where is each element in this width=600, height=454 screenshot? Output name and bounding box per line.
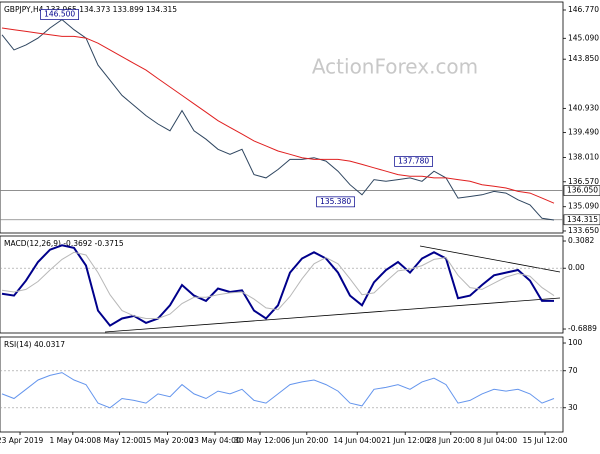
annotation-label: 137.780	[398, 156, 429, 165]
panel-title: GBPJPY,H4 133.965 134.373 133.899 134.31…	[4, 5, 177, 14]
series-line	[1, 244, 554, 327]
annotation-label: 146.500	[44, 10, 75, 19]
x-tick-label: 15 May 20:00	[142, 436, 194, 445]
y-tick-label: 100	[568, 338, 583, 347]
watermark: ActionForex.com	[312, 55, 478, 79]
x-tick-label: 28 Jun 20:00	[427, 436, 475, 445]
y-tick-label: 135.090	[568, 202, 599, 211]
y-tick-label: 138.010	[568, 153, 599, 162]
series-line	[1, 27, 555, 204]
series-line	[1, 251, 555, 319]
y-tick-label: 143.850	[568, 54, 599, 63]
annotation-box	[40, 9, 79, 20]
price-label-box	[563, 214, 600, 226]
x-tick-label: 6 Jun 20:00	[285, 436, 328, 445]
trend-line	[419, 245, 561, 273]
y-tick-label: 0.3082	[568, 236, 594, 245]
y-tick-label: 145.090	[568, 33, 599, 42]
x-tick-label: 30 May 12:00	[234, 436, 286, 445]
y-tick-label: 30	[568, 403, 578, 412]
x-tick-label: 8 Jul 04:00	[477, 436, 517, 445]
y-tick-label: -0.6889	[568, 324, 597, 333]
y-tick-label: 146.770	[568, 5, 599, 14]
x-tick-label: 14 Jun 04:00	[333, 436, 381, 445]
annotation-box	[394, 156, 433, 167]
x-tick-label: 8 May 12:00	[96, 436, 143, 445]
y-tick-label: 139.490	[568, 128, 599, 137]
y-tick-label: 136.570	[568, 177, 599, 186]
x-tick-label: 23 Apr 2019	[0, 436, 43, 445]
annotation-box	[316, 196, 355, 208]
macd-panel	[0, 235, 564, 334]
y-tick-label: 0.00	[568, 263, 585, 272]
rsi-panel	[0, 336, 564, 433]
panel-title: RSI(14) 40.0317	[4, 340, 65, 349]
trend-line	[104, 297, 561, 333]
x-tick-label: 23 May 04:00	[189, 436, 241, 445]
price-label-box	[563, 185, 600, 196]
price-label: 136.050	[567, 186, 598, 195]
annotation-label: 135.380	[320, 197, 351, 206]
y-tick-label: 70	[568, 366, 578, 375]
y-tick-label: 133.650	[568, 226, 599, 235]
price-label: 134.315	[567, 215, 598, 224]
series-line	[1, 372, 555, 409]
price-panel	[0, 1, 564, 234]
x-tick-label: 15 Jul 12:00	[523, 436, 568, 445]
x-tick-label: 21 Jun 12:00	[381, 436, 429, 445]
y-tick-label: 140.930	[568, 103, 599, 112]
x-tick-label: 1 May 04:00	[49, 436, 96, 445]
panel-title: MACD(12,26,9) -0.3692 -0.3715	[4, 239, 124, 248]
series-line	[1, 18, 555, 221]
